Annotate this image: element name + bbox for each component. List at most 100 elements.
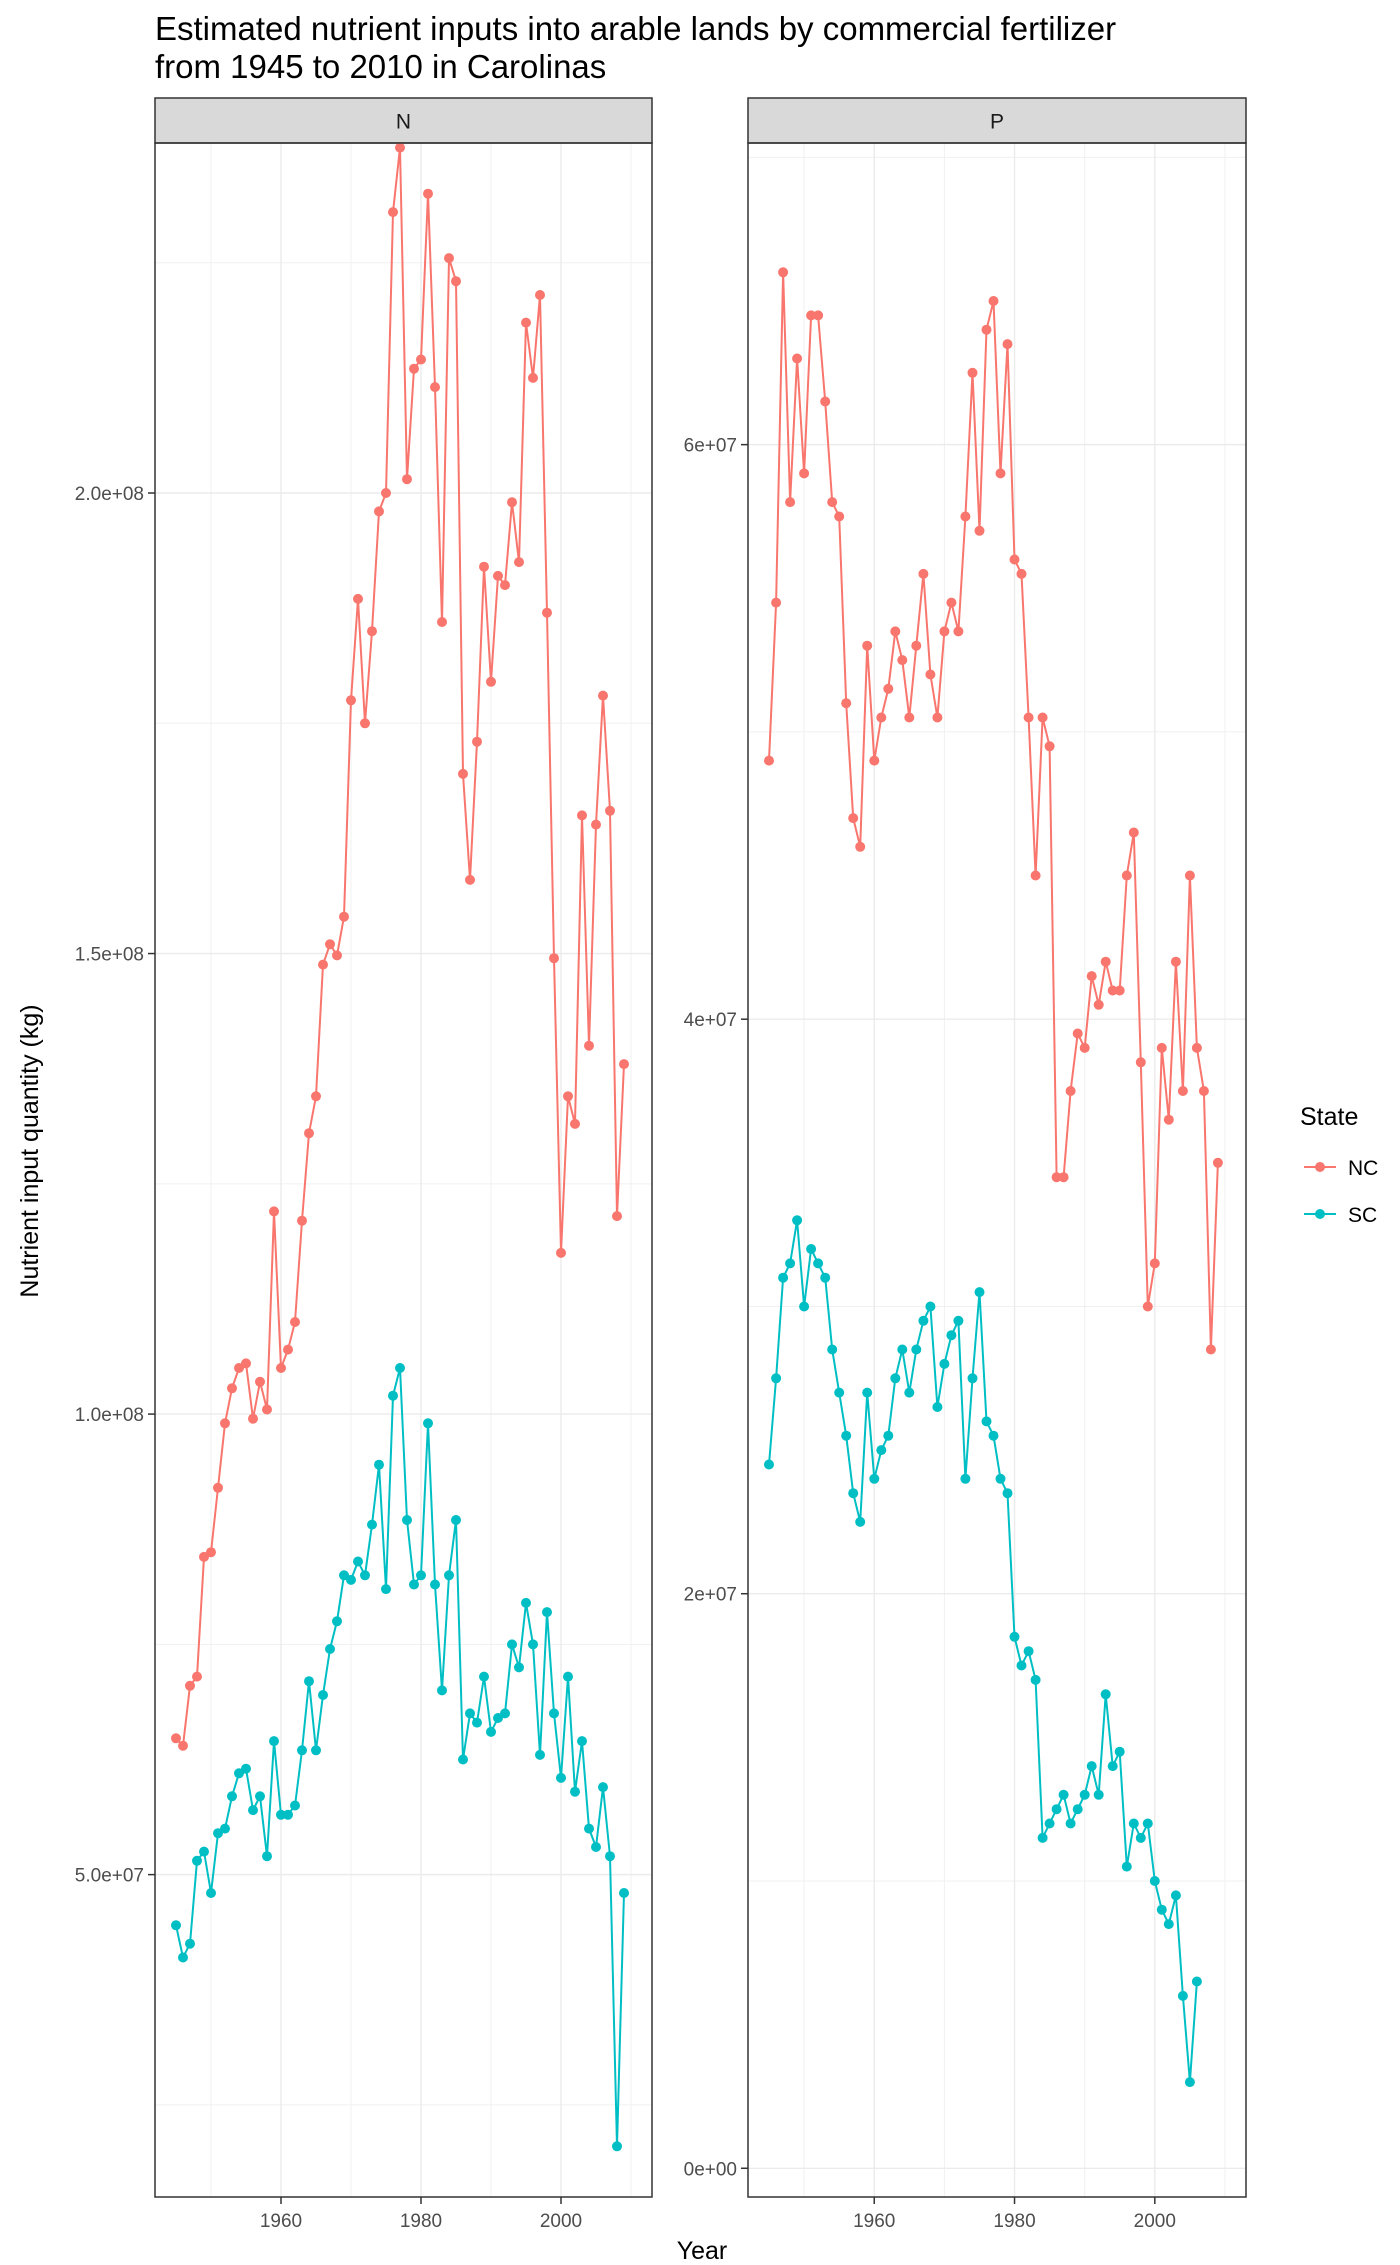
x-tick-label: 1980 (993, 2211, 1035, 2232)
data-point (465, 874, 475, 885)
data-point (206, 1547, 216, 1558)
data-point (1002, 1488, 1013, 1499)
data-point (834, 1387, 845, 1398)
x-tick-label: 1980 (400, 2211, 442, 2232)
data-point (1135, 1057, 1146, 1068)
data-point (577, 1736, 587, 1747)
data-point (946, 597, 957, 608)
data-point (918, 568, 929, 579)
data-point (1149, 1258, 1160, 1269)
data-point (297, 1745, 307, 1756)
data-point (416, 1570, 426, 1581)
data-point (1170, 1890, 1181, 1901)
data-point (1051, 1804, 1062, 1815)
data-point (423, 188, 433, 199)
data-point (311, 1745, 321, 1756)
data-point (1184, 2077, 1195, 2088)
legend-item-sc: SC (1304, 1204, 1377, 1227)
data-point (304, 1128, 314, 1139)
data-point (1191, 1976, 1202, 1987)
data-point (535, 290, 545, 300)
data-point (605, 805, 615, 816)
data-point (283, 1809, 293, 1820)
data-point (855, 841, 866, 852)
data-point (1107, 985, 1118, 996)
data-point (458, 768, 468, 779)
data-point (598, 1782, 608, 1793)
data-point (876, 1445, 887, 1456)
data-point (1072, 1028, 1083, 1039)
series-nc (171, 142, 629, 1751)
data-point (1072, 1804, 1083, 1815)
data-point (1156, 1904, 1167, 1915)
data-point (841, 698, 852, 709)
chart-title-line-1: Estimated nutrient inputs into arable la… (155, 10, 1117, 47)
data-point (862, 1387, 873, 1398)
data-point (1009, 554, 1020, 565)
data-point (1198, 1086, 1209, 1096)
data-point (834, 511, 845, 522)
data-point (500, 1708, 510, 1719)
data-point (771, 597, 782, 608)
panel-background (748, 143, 1246, 2197)
data-point (591, 819, 601, 830)
data-point (493, 570, 503, 581)
data-point (932, 712, 943, 723)
data-point (785, 497, 796, 508)
data-point (1114, 1746, 1125, 1757)
data-point (1044, 1818, 1055, 1829)
data-point (981, 324, 992, 335)
data-point (304, 1676, 314, 1687)
x-tick-label: 2000 (1134, 2211, 1176, 2232)
data-point (318, 959, 328, 970)
legend-title: State (1300, 1103, 1358, 1131)
data-point (939, 1358, 950, 1369)
data-point (1023, 1646, 1034, 1657)
data-point (953, 626, 964, 637)
data-point (778, 1272, 789, 1283)
data-point (1079, 1789, 1090, 1800)
data-point (612, 1211, 622, 1222)
data-point (932, 1402, 943, 1412)
data-point (311, 1091, 321, 1102)
data-point (332, 1616, 342, 1627)
data-point (939, 626, 950, 637)
data-point (1093, 999, 1104, 1010)
x-axis-label: Year (677, 2237, 728, 2265)
data-point (799, 1301, 810, 1312)
data-point (883, 1430, 894, 1441)
data-point (269, 1736, 279, 1747)
data-point (577, 810, 587, 821)
data-point (430, 382, 440, 393)
data-point (953, 1315, 964, 1326)
y-tick-label: 5.0e+07 (75, 1866, 144, 1887)
data-point (988, 296, 999, 306)
data-point (988, 1430, 999, 1441)
data-point (318, 1690, 328, 1700)
data-point (276, 1363, 286, 1373)
data-point (248, 1805, 258, 1816)
data-point (192, 1855, 202, 1866)
data-point (514, 1662, 524, 1673)
data-point (1079, 1042, 1090, 1053)
data-point (1093, 1789, 1104, 1800)
data-point (1191, 1042, 1202, 1053)
data-point (1149, 1876, 1160, 1886)
data-point (269, 1206, 279, 1217)
data-point (227, 1383, 237, 1394)
data-point (570, 1786, 580, 1797)
data-point (890, 1373, 901, 1384)
data-point (206, 1888, 216, 1898)
legend-label-sc: SC (1348, 1204, 1377, 1227)
data-point (248, 1413, 258, 1424)
data-point (220, 1418, 230, 1429)
data-point (1037, 712, 1048, 723)
data-point (528, 372, 538, 383)
data-point (1016, 568, 1027, 579)
data-point (1121, 870, 1132, 881)
data-point (946, 1330, 957, 1341)
data-point (332, 950, 342, 961)
panel-border (154, 142, 653, 2198)
data-point (374, 506, 384, 517)
data-point (890, 626, 901, 637)
